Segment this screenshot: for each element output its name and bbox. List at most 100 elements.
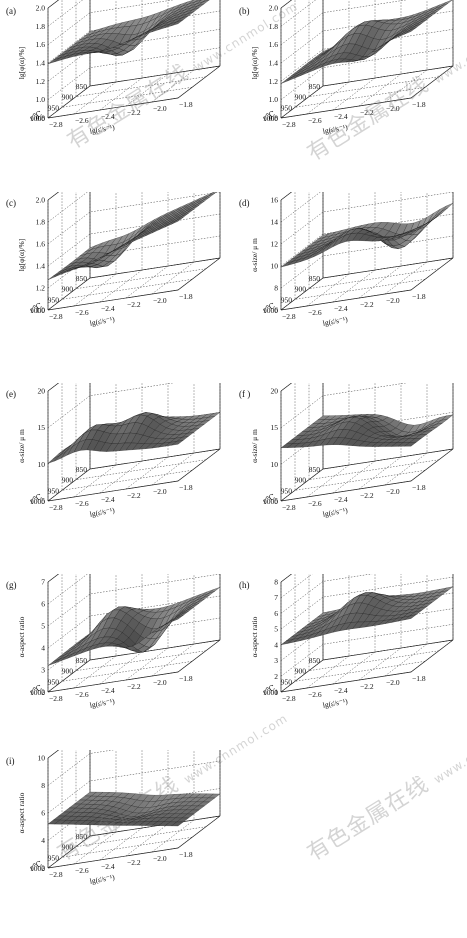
- x-tick-label: −2.2: [360, 300, 374, 309]
- panel-label: (h): [239, 580, 250, 590]
- x-tick-label: −2.8: [49, 503, 63, 512]
- x-tick-label: −2.6: [75, 866, 89, 875]
- surface-patch: [441, 203, 453, 212]
- x-axis-label: lg(ε̇/s⁻¹): [322, 696, 349, 709]
- z-tick-label: 1.0: [36, 95, 46, 104]
- z-tick-label: 2.0: [36, 4, 46, 13]
- x-tick-label: −2.0: [386, 104, 400, 113]
- z-tick-label: 5: [41, 622, 45, 631]
- z-tick-label: 1.6: [269, 40, 279, 49]
- z-tick-label: 10: [271, 262, 279, 271]
- axes-box: [48, 0, 220, 118]
- y-tick-label: 900: [295, 93, 307, 102]
- x-axis-label: lg(ε̇/s⁻¹): [89, 872, 116, 885]
- z-tick-label: 20: [271, 387, 279, 396]
- x-axis-label: lg(ε̇/s⁻¹): [89, 122, 116, 135]
- x-tick-label: −2.4: [101, 112, 115, 121]
- y-tick-label: 850: [309, 656, 321, 665]
- x-tick-label: −2.0: [153, 104, 167, 113]
- y-tick-label: 900: [62, 93, 74, 102]
- z-axis-label: α-aspect ratio: [17, 792, 26, 833]
- x-tick-label: −2.4: [101, 686, 115, 695]
- z-axis-label: α-size/ μ m: [250, 238, 259, 272]
- x-tick-label: −1.8: [179, 100, 193, 109]
- x-tick-label: −2.0: [386, 487, 400, 496]
- panel-label: (d): [239, 198, 250, 208]
- z-tick-label: 6: [41, 600, 45, 609]
- z-tick-label: 16: [271, 196, 279, 205]
- y-tick-label: 850: [76, 465, 88, 474]
- x-axis-label: lg(ε̇/s⁻¹): [89, 696, 116, 709]
- z-tick-label: 10: [271, 460, 279, 469]
- x-tick-label: −2.8: [49, 694, 63, 703]
- z-tick-label: 1.8: [269, 22, 279, 31]
- z-tick-label: 1.4: [36, 59, 46, 68]
- z-tick-label: 3: [41, 666, 45, 675]
- y-tick-label: 900: [295, 667, 307, 676]
- z-tick-label: 15: [38, 423, 46, 432]
- z-tick-label: 2: [274, 672, 278, 681]
- z-tick-label: 10: [38, 754, 46, 763]
- x-tick-label: −2.6: [308, 308, 322, 317]
- x-tick-label: −2.6: [75, 308, 89, 317]
- z-tick-label: 8: [274, 284, 278, 293]
- x-tick-label: −1.8: [179, 674, 193, 683]
- z-tick-label: 20: [38, 387, 46, 396]
- y-tick-label: 950: [48, 103, 60, 112]
- z-tick-label: 2.0: [36, 196, 46, 205]
- chart-panel-2: (b)0.81.01.21.41.61.82.0lg[φ(α)/%]−2.8−2…: [233, 0, 466, 188]
- y-tick-label: 850: [76, 832, 88, 841]
- z-tick-label: 1.0: [269, 95, 279, 104]
- y-tick-label: 900: [62, 843, 74, 852]
- z-axis-label: lg[φ(α)/%]: [250, 47, 259, 79]
- x-tick-label: −2.8: [282, 503, 296, 512]
- x-tick-label: −2.4: [101, 495, 115, 504]
- z-axis-label: α-size/ μ m: [250, 429, 259, 463]
- z-tick-label: 1.8: [36, 218, 46, 227]
- z-axis-label: lg[φ(α)/%]: [17, 47, 26, 79]
- x-tick-label: −2.2: [127, 108, 141, 117]
- x-tick-label: −2.4: [101, 304, 115, 313]
- z-tick-label: 14: [271, 218, 279, 227]
- z-tick-label: 1.4: [36, 262, 46, 271]
- x-axis-label: lg(ε̇/s⁻¹): [322, 314, 349, 327]
- z-tick-label: 1.8: [36, 22, 46, 31]
- z-tick-label: 12: [271, 240, 279, 249]
- z-axis-label: α-size/ μ m: [17, 429, 26, 463]
- x-axis-label: lg(ε̇/s⁻¹): [89, 505, 116, 518]
- y-tick-label: 950: [281, 295, 293, 304]
- x-tick-label: −2.2: [360, 108, 374, 117]
- y-tick-label: 900: [62, 476, 74, 485]
- z-tick-label: 1.2: [269, 77, 279, 86]
- x-tick-label: −1.8: [412, 100, 426, 109]
- y-tick-label: 850: [76, 274, 88, 283]
- chart-panel-1: (a)0.81.01.21.41.61.82.0lg[φ(α)/%]−2.8−2…: [0, 0, 233, 188]
- z-axis-label: lg[φ(α)/%]: [17, 239, 26, 271]
- surface-patch: [48, 273, 60, 280]
- x-tick-label: −2.0: [153, 487, 167, 496]
- x-tick-label: −2.4: [334, 304, 348, 313]
- z-tick-label: 1.2: [36, 77, 46, 86]
- y-tick-label: 950: [281, 103, 293, 112]
- x-tick-label: −1.8: [179, 850, 193, 859]
- panel-label: (i): [6, 756, 15, 766]
- x-tick-label: −2.4: [101, 862, 115, 871]
- x-tick-label: −2.8: [49, 870, 63, 879]
- y-tick-label: 850: [76, 82, 88, 91]
- y-tick-label: 850: [76, 656, 88, 665]
- x-tick-label: −2.4: [334, 495, 348, 504]
- z-tick-label: 6: [274, 609, 278, 618]
- surface-patch: [435, 206, 447, 216]
- x-tick-label: −2.0: [386, 296, 400, 305]
- y-tick-label: 900: [62, 285, 74, 294]
- x-tick-label: −2.2: [360, 682, 374, 691]
- surface-patch: [441, 0, 453, 6]
- x-tick-label: −2.0: [153, 854, 167, 863]
- x-axis-label: lg(ε̇/s⁻¹): [322, 505, 349, 518]
- z-tick-label: 10: [38, 460, 46, 469]
